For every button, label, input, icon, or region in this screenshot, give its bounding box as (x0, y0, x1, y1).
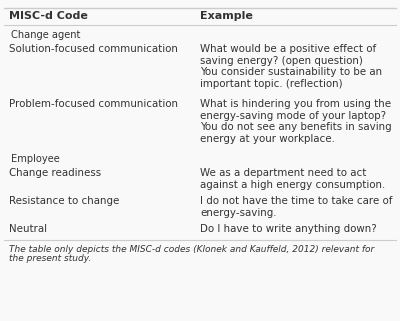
Text: MISC-d Code: MISC-d Code (9, 11, 88, 21)
Text: Do I have to write anything down?: Do I have to write anything down? (200, 224, 377, 234)
Text: Example: Example (200, 11, 253, 21)
Text: Problem-focused communication: Problem-focused communication (9, 99, 178, 109)
Text: What would be a positive effect of
saving energy? (open question)
You consider s: What would be a positive effect of savin… (200, 44, 382, 89)
Text: the present study.: the present study. (9, 254, 91, 263)
Text: Solution-focused communication: Solution-focused communication (9, 44, 178, 54)
Text: Resistance to change: Resistance to change (9, 196, 119, 206)
Text: What is hindering you from using the
energy-saving mode of your laptop?
You do n: What is hindering you from using the ene… (200, 99, 392, 144)
Text: The table only depicts the MISC-d codes (Klonek and Kauffeld, 2012) relevant for: The table only depicts the MISC-d codes … (9, 245, 374, 254)
Text: Change agent: Change agent (11, 30, 80, 40)
Text: We as a department need to act
against a high energy consumption.: We as a department need to act against a… (200, 168, 385, 190)
Text: Neutral: Neutral (9, 224, 47, 234)
Text: I do not have the time to take care of
energy-saving.: I do not have the time to take care of e… (200, 196, 392, 218)
Text: Change readiness: Change readiness (9, 168, 101, 178)
Text: Employee: Employee (11, 154, 60, 164)
